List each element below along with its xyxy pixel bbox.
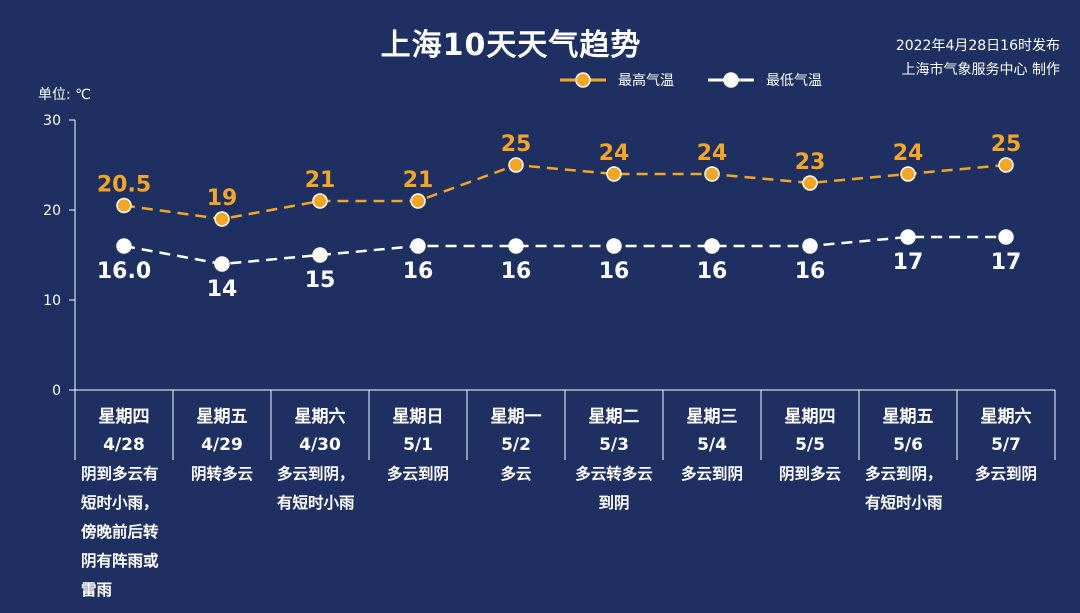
data-label-high: 21 bbox=[403, 168, 434, 193]
legend-low-marker bbox=[708, 72, 754, 88]
y-tick-label: 10 bbox=[43, 293, 61, 309]
data-label-high: 23 bbox=[795, 150, 826, 175]
x-tick-date: 4/30 bbox=[299, 435, 341, 455]
data-point-low bbox=[606, 238, 622, 254]
publish-info: 2022年4月28日16时发布 上海市气象服务中心 制作 bbox=[896, 34, 1060, 82]
x-tick-date: 5/3 bbox=[599, 435, 629, 455]
data-point-high bbox=[116, 197, 132, 214]
x-tick-date: 4/29 bbox=[201, 435, 243, 455]
data-point-low bbox=[214, 256, 230, 272]
x-tick-weekday: 星期一 bbox=[491, 407, 542, 427]
data-point-high bbox=[606, 166, 622, 182]
data-point-low bbox=[312, 247, 328, 263]
y-tick-label: 0 bbox=[52, 383, 61, 399]
x-tick-weekday: 星期六 bbox=[295, 406, 346, 427]
legend-label-high: 最高气温 bbox=[618, 73, 674, 89]
data-point-high bbox=[508, 157, 524, 173]
unit-label: 单位: ℃ bbox=[38, 87, 91, 103]
weather-descriptions: 阴到多云有短时小雨，傍晚前后转阴有阵雨或雷雨 阴转多云 多云到阴，有短时小雨 多云到阴… bbox=[75, 460, 1055, 610]
x-tick-date: 5/6 bbox=[893, 435, 923, 455]
weather-description: 多云到阴，有短时小雨 bbox=[865, 465, 943, 512]
weather-description: 多云到阴 bbox=[974, 465, 1037, 483]
weather-description: 阴转多云 bbox=[190, 465, 253, 483]
x-tick-date: 5/1 bbox=[403, 435, 433, 455]
x-tick-date: 5/4 bbox=[697, 435, 727, 455]
data-label-low: 16 bbox=[795, 259, 826, 284]
data-point-high bbox=[312, 193, 328, 209]
x-tick-date: 5/5 bbox=[795, 435, 825, 455]
y-tick-label: 30 bbox=[43, 113, 61, 129]
weather-description: 多云转多云到阴 bbox=[575, 465, 653, 512]
legend-high-marker bbox=[560, 72, 606, 88]
x-tick-weekday: 星期三 bbox=[687, 407, 738, 427]
y-tick-label: 20 bbox=[43, 203, 61, 219]
series-line-high bbox=[123, 163, 1007, 221]
legend: 最高气温 最低气温 bbox=[560, 70, 822, 90]
data-point-low bbox=[116, 238, 132, 254]
data-point-low bbox=[900, 229, 916, 245]
data-label-high: 24 bbox=[697, 141, 728, 166]
data-point-high bbox=[410, 193, 426, 209]
weather-description: 多云 bbox=[500, 465, 532, 483]
data-point-low bbox=[410, 238, 426, 254]
weather-description: 多云到阴 bbox=[680, 465, 743, 483]
data-label-high: 25 bbox=[991, 132, 1022, 157]
data-label-low: 16 bbox=[697, 259, 728, 284]
data-point-high bbox=[900, 166, 916, 182]
data-label-low: 15 bbox=[305, 268, 336, 293]
x-tick-weekday: 星期六 bbox=[981, 406, 1032, 427]
weather-description: 多云到阴，有短时小雨 bbox=[277, 465, 355, 512]
x-tick-weekday: 星期五 bbox=[197, 407, 248, 427]
publisher: 上海市气象服务中心 制作 bbox=[901, 62, 1060, 78]
data-point-high bbox=[998, 157, 1014, 173]
chart-title: 上海10天天气趋势 bbox=[380, 28, 642, 63]
data-point-low bbox=[508, 238, 524, 254]
series-line-low bbox=[123, 235, 1006, 266]
data-label-low: 16 bbox=[599, 259, 630, 284]
x-tick-date: 4/28 bbox=[103, 435, 145, 455]
data-label-high: 20.5 bbox=[97, 173, 151, 198]
data-label-high: 24 bbox=[893, 141, 924, 166]
x-tick-weekday: 星期日 bbox=[393, 407, 444, 427]
weather-description: 多云到阴 bbox=[386, 465, 449, 483]
x-tick-weekday: 星期二 bbox=[589, 407, 640, 427]
data-point-low bbox=[704, 238, 720, 254]
x-tick-date: 5/7 bbox=[991, 435, 1021, 455]
data-point-high bbox=[704, 166, 720, 182]
weather-description: 阴到多云 bbox=[778, 465, 841, 483]
data-label-low: 16 bbox=[403, 259, 434, 284]
legend-item-high: 最高气温 bbox=[560, 70, 674, 90]
x-tick-weekday: 星期四 bbox=[785, 407, 836, 427]
data-label-high: 24 bbox=[599, 141, 630, 166]
data-label-low: 17 bbox=[991, 250, 1022, 275]
data-label-low: 16 bbox=[501, 259, 532, 284]
data-label-low: 16.0 bbox=[97, 259, 151, 284]
weather-description: 阴到多云有短时小雨，傍晚前后转阴有阵雨或雷雨 bbox=[81, 465, 159, 599]
data-point-high bbox=[802, 175, 818, 191]
data-label-high: 25 bbox=[501, 132, 532, 157]
legend-label-low: 最低气温 bbox=[766, 73, 822, 89]
legend-item-low: 最低气温 bbox=[708, 70, 822, 90]
publish-time: 2022年4月28日16时发布 bbox=[895, 38, 1060, 54]
data-point-low bbox=[802, 238, 818, 254]
x-tick-weekday: 星期五 bbox=[883, 407, 934, 427]
data-label-high: 21 bbox=[305, 168, 336, 193]
data-label-high: 19 bbox=[207, 186, 238, 211]
data-label-low: 17 bbox=[893, 250, 924, 275]
data-label-low: 14 bbox=[207, 277, 238, 302]
data-point-low bbox=[998, 229, 1014, 245]
data-point-high bbox=[214, 211, 230, 227]
x-tick-date: 5/2 bbox=[501, 435, 531, 455]
x-tick-weekday: 星期四 bbox=[99, 407, 150, 427]
